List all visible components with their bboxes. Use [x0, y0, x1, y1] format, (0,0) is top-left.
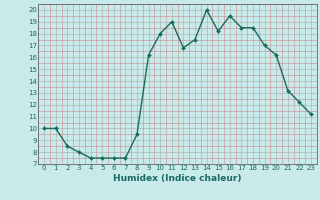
- X-axis label: Humidex (Indice chaleur): Humidex (Indice chaleur): [113, 174, 242, 183]
